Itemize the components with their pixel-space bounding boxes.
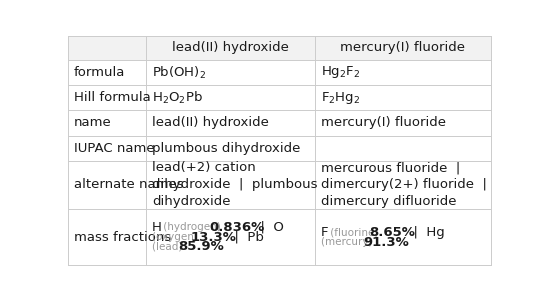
Text: lead(+2) cation
dihydroxide  |  plumbous
dihydroxide: lead(+2) cation dihydroxide | plumbous d… <box>152 162 318 208</box>
Text: IUPAC name: IUPAC name <box>74 142 155 155</box>
Bar <box>315 60 490 85</box>
Text: mercury(I) fluoride: mercury(I) fluoride <box>321 117 446 129</box>
Text: mercury(I) fluoride: mercury(I) fluoride <box>341 41 465 54</box>
Text: F: F <box>321 226 329 239</box>
Bar <box>315 161 490 209</box>
Text: lead(II) hydroxide: lead(II) hydroxide <box>152 117 269 129</box>
Text: mass fractions: mass fractions <box>74 231 171 243</box>
Text: plumbous dihydroxide: plumbous dihydroxide <box>152 142 300 155</box>
Text: |  Pb: | Pb <box>226 231 264 243</box>
Bar <box>146 209 315 265</box>
Text: name: name <box>74 117 112 129</box>
Text: (lead): (lead) <box>152 242 186 252</box>
Bar <box>146 136 315 161</box>
Text: alternate names: alternate names <box>74 179 184 191</box>
Text: mercurous fluoride  |
dimercury(2+) fluoride  |
dimercury difluoride: mercurous fluoride | dimercury(2+) fluor… <box>321 162 487 208</box>
Bar <box>146 85 315 110</box>
Text: 13.3%: 13.3% <box>190 231 236 243</box>
Text: H: H <box>152 221 162 234</box>
Text: Hill formula: Hill formula <box>74 91 151 104</box>
Bar <box>315 36 490 60</box>
Bar <box>315 85 490 110</box>
Text: 8.65%: 8.65% <box>370 226 415 239</box>
Bar <box>68 110 146 136</box>
Bar <box>68 209 146 265</box>
Text: (mercury): (mercury) <box>321 237 376 247</box>
Text: (oxygen): (oxygen) <box>152 232 201 242</box>
Text: |  O: | O <box>252 221 284 234</box>
Bar <box>146 60 315 85</box>
Text: (fluorine): (fluorine) <box>327 227 382 237</box>
Text: |  Hg: | Hg <box>405 226 445 239</box>
Bar <box>146 110 315 136</box>
Text: formula: formula <box>74 66 125 79</box>
Bar <box>315 110 490 136</box>
Bar <box>146 161 315 209</box>
Bar <box>146 36 315 60</box>
Bar <box>68 60 146 85</box>
Text: (hydrogen): (hydrogen) <box>160 222 224 232</box>
Bar <box>315 136 490 161</box>
Bar <box>68 36 146 60</box>
Bar <box>68 161 146 209</box>
Bar <box>68 85 146 110</box>
Text: 91.3%: 91.3% <box>364 235 409 249</box>
Text: F$_2$Hg$_2$: F$_2$Hg$_2$ <box>321 90 361 106</box>
Bar <box>315 209 490 265</box>
Text: H$_2$O$_2$Pb: H$_2$O$_2$Pb <box>152 90 203 106</box>
Text: Hg$_2$F$_2$: Hg$_2$F$_2$ <box>321 64 361 80</box>
Text: Pb(OH)$_2$: Pb(OH)$_2$ <box>152 64 207 80</box>
Text: 85.9%: 85.9% <box>178 240 224 254</box>
Bar <box>68 136 146 161</box>
Text: lead(II) hydroxide: lead(II) hydroxide <box>172 41 289 54</box>
Text: 0.836%: 0.836% <box>209 221 265 234</box>
